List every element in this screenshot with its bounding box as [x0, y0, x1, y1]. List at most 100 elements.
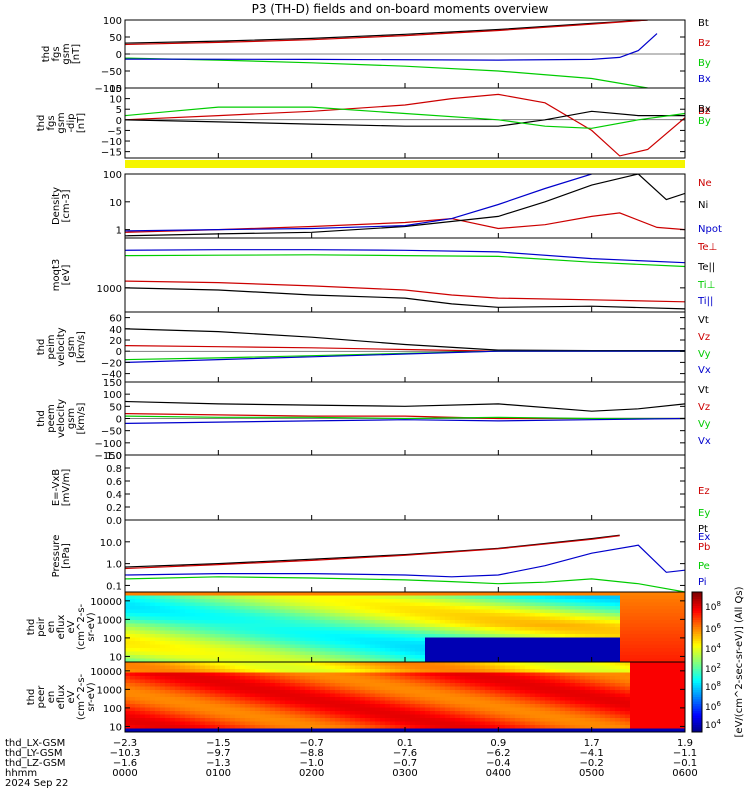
spectrogram-cell — [150, 630, 156, 635]
spectrogram-cell — [280, 602, 286, 607]
spectrogram-cell — [175, 641, 181, 646]
spectrogram-cell — [635, 662, 641, 667]
spectrogram-cell — [160, 672, 166, 677]
spectrogram-cell — [220, 725, 226, 730]
spectrogram-cell — [350, 637, 356, 642]
spectrogram-cell — [480, 707, 486, 712]
spectrogram-cell — [385, 613, 391, 618]
spectrogram-cell — [245, 637, 251, 642]
spectrogram-cell — [320, 669, 326, 674]
spectrogram-cell — [475, 679, 481, 684]
y-axis-label-line: [km/s] — [76, 331, 87, 363]
spectrogram-cell — [270, 627, 276, 632]
spectrogram-cell — [570, 704, 576, 709]
spectrogram-cell — [475, 627, 481, 632]
spectrogram-cell — [665, 606, 671, 611]
spectrogram-cell — [575, 693, 581, 698]
spectrogram-cell — [125, 641, 131, 646]
spectrogram-cell — [205, 714, 211, 719]
spectrogram-cell — [460, 602, 466, 607]
spectrogram-cell — [550, 655, 556, 660]
spectrogram-cell — [660, 634, 666, 639]
spectrogram-cell — [605, 648, 611, 653]
y-axis-label-line: (cm^2-s- — [76, 603, 87, 650]
spectrogram-cell — [595, 679, 601, 684]
spectrogram-cell — [480, 700, 486, 705]
spectrogram-cell — [150, 662, 156, 667]
spectrogram-cell — [635, 627, 641, 632]
spectrogram-cell — [220, 613, 226, 618]
spectrogram-cell — [500, 606, 506, 611]
spectrogram-cell — [495, 592, 501, 597]
spectrogram-cell — [380, 630, 386, 635]
spectrogram-cell — [395, 613, 401, 618]
spectrogram-cell — [465, 648, 471, 653]
spectrogram-cell — [180, 616, 186, 621]
spectrogram-cell — [380, 707, 386, 712]
spectrogram-cell — [645, 599, 651, 604]
spectrogram-cell — [425, 707, 431, 712]
spectrogram-cell — [565, 630, 571, 635]
spectrogram-cell — [550, 718, 556, 723]
spectrogram-cell — [240, 704, 246, 709]
spectrogram-cell — [125, 630, 131, 635]
spectrogram-cell — [380, 714, 386, 719]
spectrogram-cell — [425, 655, 431, 660]
spectrogram-cell — [495, 616, 501, 621]
spectrogram-cell — [655, 648, 661, 653]
spectrogram-cell — [505, 595, 511, 600]
spectrogram-cell — [600, 644, 606, 649]
spectrogram-cell — [430, 655, 436, 660]
spectrogram-cell — [360, 644, 366, 649]
spectrogram-cell — [310, 606, 316, 611]
spectrogram-cell — [465, 620, 471, 625]
spectrogram-cell — [600, 648, 606, 653]
spectrogram-cell — [365, 683, 371, 688]
spectrogram-cell — [385, 676, 391, 681]
spectrogram-cell — [215, 683, 221, 688]
spectrogram-cell — [160, 707, 166, 712]
spectrogram-cell — [275, 728, 281, 732]
spectrogram-cell — [655, 707, 661, 712]
spectrogram-cell — [580, 627, 586, 632]
spectrogram-cell — [635, 683, 641, 688]
spectrogram-cell — [450, 651, 456, 656]
spectrogram-cell — [540, 725, 546, 730]
spectrogram-cell — [140, 595, 146, 600]
spectrogram-cell — [430, 728, 436, 732]
spectrogram-cell — [145, 630, 151, 635]
spectrogram-cell — [580, 707, 586, 712]
spectrogram-cell — [370, 644, 376, 649]
spectrogram-cell — [620, 606, 626, 611]
spectrogram-cell — [600, 658, 606, 662]
spectrogram-cell — [630, 602, 636, 607]
spectrogram-cell — [315, 707, 321, 712]
y-tick-label: 1000 — [97, 284, 122, 295]
spectrogram-cell — [205, 595, 211, 600]
spectrogram-cell — [540, 676, 546, 681]
spectrogram-cell — [425, 679, 431, 684]
spectrogram-cell — [660, 609, 666, 614]
spectrogram-cell — [545, 623, 551, 628]
spectrogram-cell — [470, 658, 476, 662]
spectrogram-cell — [455, 606, 461, 611]
spectrogram-cell — [525, 658, 531, 662]
spectrogram-cell — [315, 655, 321, 660]
spectrogram-cell — [540, 644, 546, 649]
spectrogram-cell — [325, 623, 331, 628]
spectrogram-cell — [295, 634, 301, 639]
spectrogram-cell — [615, 714, 621, 719]
spectrogram-cell — [160, 592, 166, 597]
spectrogram-cell — [675, 693, 681, 698]
spectrogram-cell — [365, 704, 371, 709]
spectrogram-cell — [490, 662, 496, 667]
spectrogram-cell — [640, 714, 646, 719]
spectrogram-cell — [230, 613, 236, 618]
spectrogram-cell — [445, 641, 451, 646]
spectrogram-cell — [450, 613, 456, 618]
spectrogram-cell — [185, 651, 191, 656]
spectrogram-cell — [480, 616, 486, 621]
spectrogram-cell — [505, 672, 511, 677]
spectrogram-cell — [610, 714, 616, 719]
spectrogram-cell — [415, 714, 421, 719]
